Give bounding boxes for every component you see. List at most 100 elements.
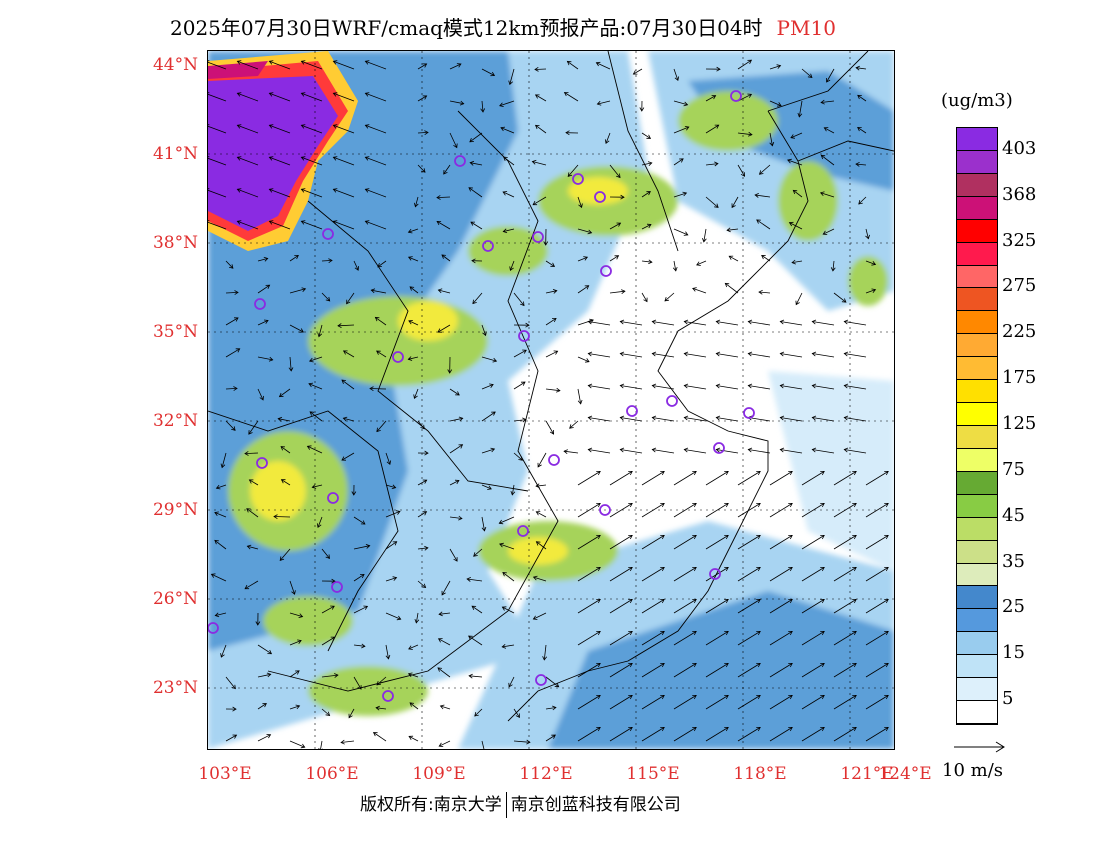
wind-vector-head — [820, 502, 825, 508]
wind-vector — [481, 484, 492, 490]
station-marker[interactable] — [548, 454, 560, 466]
wind-vector — [449, 548, 458, 562]
wind-vector — [289, 670, 300, 678]
wind-vector — [821, 154, 835, 166]
wind-vector-head — [277, 416, 283, 422]
forecast-map[interactable] — [207, 50, 895, 750]
station-marker[interactable] — [256, 457, 268, 469]
wind-vector — [633, 68, 643, 75]
color-bar-block — [957, 196, 997, 220]
station-marker[interactable] — [709, 568, 721, 580]
station-marker[interactable] — [254, 298, 266, 310]
wind-vector-head — [790, 134, 795, 139]
wind-vector — [289, 580, 295, 595]
wind-vector — [317, 516, 323, 528]
wind-vector — [468, 187, 483, 198]
wind-vector-head — [683, 415, 689, 421]
wind-vector-head — [518, 456, 523, 461]
wind-vector — [673, 68, 679, 81]
wind-vector — [385, 484, 396, 489]
wind-vector-head — [522, 417, 527, 423]
wind-vector-head — [409, 702, 415, 707]
wind-vector — [221, 452, 227, 468]
wind-vector-head — [268, 356, 274, 362]
wind-vector — [535, 94, 547, 102]
wind-vector — [577, 388, 582, 404]
wind-vector-head — [377, 263, 382, 268]
wind-vector — [577, 695, 601, 710]
wind-vector — [246, 508, 259, 518]
station-marker[interactable] — [572, 173, 584, 185]
wind-vector-head — [595, 61, 601, 67]
wind-vector — [858, 196, 867, 205]
color-bar-label: 75 — [1002, 458, 1025, 480]
wind-vector — [532, 196, 547, 206]
wind-vector — [821, 100, 835, 103]
wind-vector — [333, 124, 355, 134]
wind-vector — [533, 576, 547, 582]
station-marker[interactable] — [517, 525, 529, 537]
color-bar-label: 175 — [1002, 367, 1037, 389]
station-marker[interactable] — [322, 228, 334, 240]
station-marker[interactable] — [599, 504, 611, 516]
wind-vector — [692, 288, 707, 294]
station-marker[interactable] — [626, 405, 638, 417]
wind-vector-head — [811, 383, 817, 389]
wind-vector — [673, 260, 677, 271]
station-marker[interactable] — [208, 622, 219, 634]
wind-vector-head — [376, 350, 381, 355]
wind-vector-head — [262, 703, 267, 708]
wind-vector-head — [360, 520, 366, 525]
station-marker[interactable] — [482, 240, 494, 252]
wind-vector — [353, 516, 366, 525]
wind-vector-head — [456, 63, 462, 68]
wind-vector-head — [585, 358, 590, 363]
station-marker[interactable] — [730, 90, 742, 102]
wind-vector-head — [852, 695, 857, 700]
wind-vector-head — [441, 590, 446, 596]
station-marker[interactable] — [666, 395, 678, 407]
wind-vector — [535, 124, 547, 134]
wind-vector-head — [852, 663, 857, 668]
station-marker[interactable] — [535, 674, 547, 686]
wind-vector-head — [788, 695, 793, 700]
wind-vector — [225, 420, 236, 431]
station-marker[interactable] — [743, 407, 755, 419]
wind-vector — [684, 449, 707, 454]
wind-vector — [756, 219, 771, 230]
wind-vector — [609, 503, 633, 518]
wind-vector-head — [395, 510, 401, 515]
wind-vector-head — [365, 544, 371, 549]
wind-vector-head — [747, 383, 753, 389]
station-marker[interactable] — [518, 330, 530, 342]
wind-vector-head — [376, 680, 381, 686]
wind-vector-head — [263, 319, 269, 324]
wind-vector-head — [357, 685, 362, 690]
wind-vector-head — [651, 415, 657, 421]
wind-vector — [865, 471, 889, 486]
wind-vector-head — [236, 92, 242, 97]
wind-vector — [545, 676, 559, 688]
station-marker[interactable] — [594, 191, 606, 203]
wind-vector-head — [884, 599, 889, 604]
station-marker[interactable] — [532, 231, 544, 243]
wind-vector — [801, 535, 825, 550]
station-marker[interactable] — [713, 442, 725, 454]
wind-vector-head — [660, 727, 665, 732]
station-marker[interactable] — [454, 155, 466, 167]
wind-vector-head — [526, 739, 531, 745]
color-bar-label: 325 — [1002, 229, 1037, 251]
station-marker[interactable] — [392, 351, 404, 363]
wind-vector — [257, 258, 268, 262]
station-marker[interactable] — [382, 690, 394, 702]
station-marker[interactable] — [331, 581, 343, 593]
wind-vector — [279, 388, 291, 398]
wind-vector-head — [328, 258, 333, 264]
station-marker[interactable] — [327, 492, 339, 504]
wind-vector — [833, 727, 857, 742]
wind-vector-head — [248, 430, 253, 435]
wind-vector — [673, 471, 697, 486]
wind-vector — [833, 535, 857, 550]
station-marker[interactable] — [600, 265, 612, 277]
wind-vector — [577, 471, 601, 486]
